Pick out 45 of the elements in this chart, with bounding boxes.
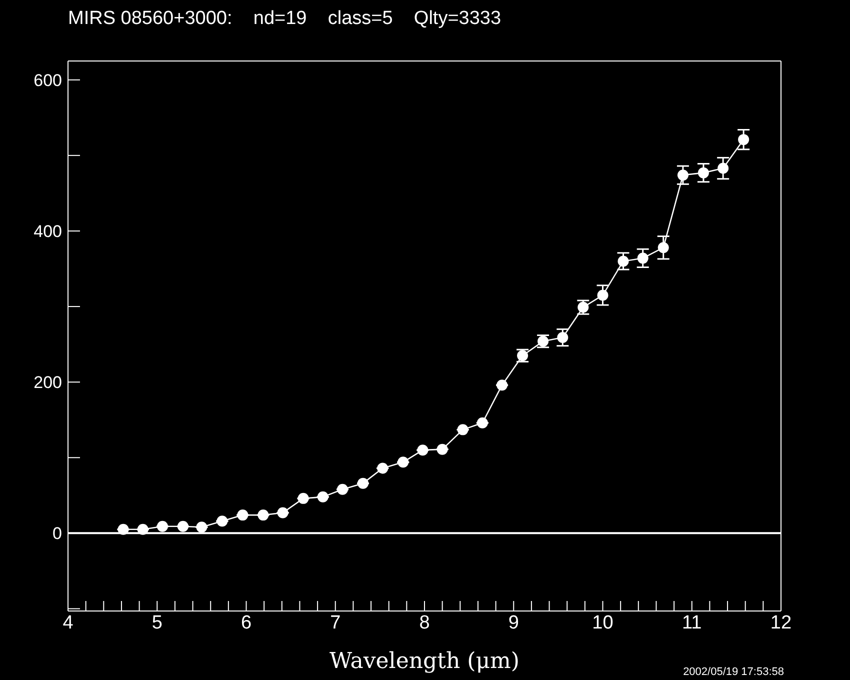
point (237, 510, 248, 521)
point (258, 510, 269, 521)
point (557, 332, 568, 344)
chart-title: MIRS 08560+3000: nd=19 class=5 Qlty=3333 (68, 8, 502, 30)
text: 2002/05/19 17:53:58 (683, 666, 784, 678)
x-axis-title: Wavelength (μm) (330, 649, 520, 674)
point (137, 524, 148, 535)
x-tick-label: 4 (62, 612, 74, 634)
point (738, 134, 750, 146)
x-tick-label: 5 (152, 612, 162, 634)
point (496, 380, 508, 391)
point (156, 520, 168, 532)
point (618, 256, 629, 267)
point (658, 242, 669, 254)
point (637, 252, 648, 264)
x-tick-label: 9 (508, 612, 519, 634)
point (196, 522, 208, 533)
point (476, 417, 488, 428)
point (277, 507, 288, 518)
y-tick-label: 600 (34, 70, 62, 90)
x-tick-label: 10 (592, 612, 614, 634)
point (177, 520, 188, 532)
point (417, 444, 428, 456)
point (677, 170, 688, 181)
y-tick-label: 400 (34, 222, 62, 242)
x-tick-label: 7 (330, 612, 341, 634)
x-tick-label: 12 (770, 612, 792, 634)
point (216, 516, 228, 527)
x-tick-label: 8 (419, 612, 430, 634)
point (398, 456, 409, 468)
point (298, 492, 309, 504)
point (337, 484, 348, 495)
x-tick-label: 11 (682, 612, 702, 634)
y-tick-label: 200 (34, 373, 62, 392)
point (718, 162, 729, 174)
point (358, 478, 369, 489)
point (436, 444, 448, 455)
point (698, 167, 709, 178)
y-tick-label: 0 (52, 524, 62, 544)
point (118, 524, 129, 535)
point (317, 491, 328, 502)
x-tick-label: 6 (240, 612, 252, 634)
point (377, 462, 388, 474)
point (597, 290, 608, 301)
point (457, 424, 468, 436)
